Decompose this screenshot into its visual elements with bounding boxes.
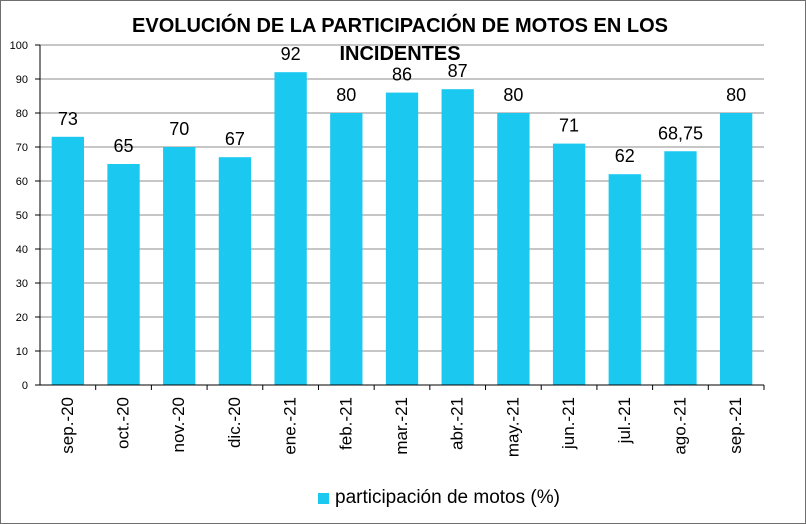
data-label: 68,75 <box>658 123 703 143</box>
y-tick-label: 40 <box>16 244 28 256</box>
gridlines <box>40 44 764 352</box>
data-label: 65 <box>114 136 134 156</box>
y-tick-label: 50 <box>16 210 28 222</box>
x-tick-label: oct.-20 <box>114 397 133 449</box>
y-tick-label: 20 <box>16 312 28 324</box>
y-tick-label: 80 <box>16 108 28 120</box>
data-label: 92 <box>281 44 301 64</box>
x-tick-label: may.-21 <box>503 397 522 457</box>
data-label: 80 <box>336 85 356 105</box>
bar <box>330 113 363 385</box>
data-label: 62 <box>615 146 635 166</box>
bar <box>497 113 530 385</box>
data-label: 73 <box>58 109 78 129</box>
data-label: 71 <box>559 116 579 136</box>
y-tick-label: 30 <box>16 278 28 290</box>
axes <box>35 44 765 390</box>
x-tick-label: dic.-20 <box>225 397 244 448</box>
data-label: 67 <box>225 129 245 149</box>
x-tick-label: feb.-21 <box>336 397 355 450</box>
legend-label: participación de motos (%) <box>335 487 560 508</box>
bar <box>441 89 474 385</box>
bar <box>552 143 586 385</box>
y-tick-label: 60 <box>16 176 28 188</box>
legend: participación de motos (%) <box>318 486 560 510</box>
data-label: 80 <box>503 85 523 105</box>
x-tick-label: ago.-21 <box>670 397 689 455</box>
y-tick-label: 10 <box>16 346 28 358</box>
x-tick-label: jun.-21 <box>559 397 578 450</box>
legend-swatch <box>318 492 329 504</box>
bars <box>51 72 753 385</box>
bar <box>720 113 753 385</box>
x-tick-label: mar.-21 <box>392 397 411 455</box>
data-label: 86 <box>392 65 412 85</box>
y-tick-label: 0 <box>22 380 28 392</box>
bar <box>664 151 697 385</box>
x-tick-label: ene.-21 <box>281 397 300 455</box>
labels: 0 10 20 30 40 50 60 70 80 90 100 73 sep.-20 65 oct.-20… <box>10 40 747 457</box>
x-tick-label: abr.-21 <box>448 397 467 450</box>
bar <box>51 136 84 385</box>
data-label: 80 <box>726 85 746 105</box>
data-label: 70 <box>169 119 189 139</box>
x-tick-label: nov.-20 <box>169 397 188 452</box>
x-tick-label: sep.-20 <box>58 397 77 454</box>
bar <box>608 174 641 385</box>
bar <box>385 92 419 385</box>
bar <box>274 72 307 385</box>
y-tick-label: 100 <box>10 40 28 52</box>
x-tick-label: jul.-21 <box>615 397 634 444</box>
data-label: 87 <box>448 61 468 81</box>
bar <box>163 147 196 385</box>
chart-title: EVOLUCIÓN DE LA PARTICIPACIÓN DE MOTOS E… <box>132 15 668 65</box>
bar <box>218 157 252 385</box>
y-tick-label: 90 <box>16 74 28 86</box>
y-tick-label: 70 <box>16 142 28 154</box>
bar <box>107 164 140 385</box>
x-tick-label: sep.-21 <box>726 397 745 454</box>
